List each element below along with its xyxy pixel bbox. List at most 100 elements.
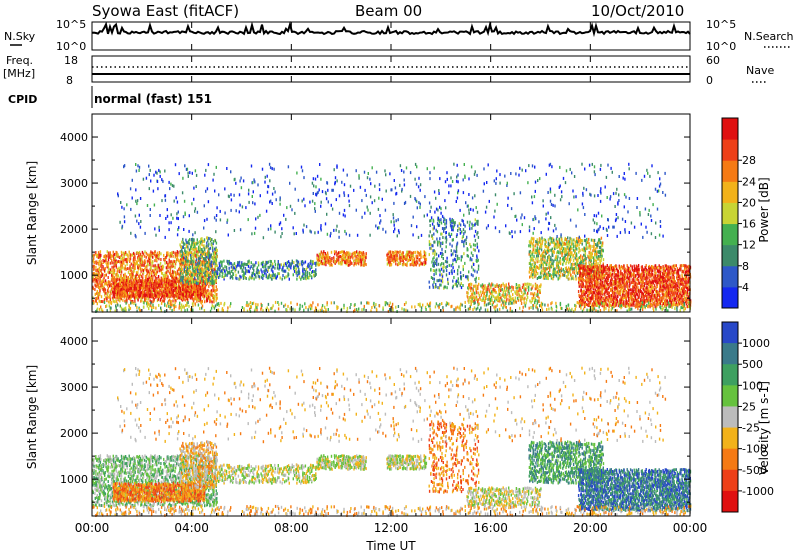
power-echo	[206, 289, 208, 293]
power-echo	[203, 276, 205, 280]
power-echo	[184, 285, 186, 289]
power-echo	[198, 240, 201, 244]
power-echo	[266, 276, 269, 280]
power-echo	[510, 295, 512, 299]
power-echo	[125, 283, 127, 287]
power-echo	[160, 296, 163, 300]
power-echo	[531, 258, 533, 262]
power-echo	[587, 274, 590, 278]
power-echo	[129, 287, 131, 290]
power-echo	[348, 263, 350, 267]
power-echo	[199, 246, 201, 250]
power-echo	[222, 267, 224, 271]
power-echo	[441, 255, 443, 259]
power-echo	[174, 273, 177, 276]
power-echo	[450, 225, 452, 229]
power-echo	[141, 268, 144, 272]
power-echo	[145, 277, 147, 280]
power-echo	[176, 269, 179, 273]
power-echo	[206, 267, 209, 271]
power-echo	[100, 275, 102, 278]
power-echo	[606, 264, 608, 267]
power-echo	[105, 273, 107, 277]
power-echo	[148, 284, 151, 288]
power-echo	[512, 299, 515, 303]
power-echo	[563, 241, 566, 245]
power-echo	[193, 251, 195, 255]
power-echo	[179, 251, 181, 255]
power-echo	[450, 264, 452, 268]
power-echo	[552, 249, 554, 253]
power-echo	[551, 251, 553, 255]
power-echo	[113, 264, 116, 268]
power-echo	[580, 300, 583, 304]
power-echo	[121, 293, 123, 297]
power-echo	[579, 249, 581, 253]
power-echo	[467, 287, 470, 291]
power-echo	[600, 298, 603, 302]
power-echo	[584, 254, 586, 258]
power-echo	[104, 279, 107, 283]
power-echo	[534, 265, 536, 269]
power-echo	[536, 254, 538, 258]
power-echo	[95, 297, 97, 300]
power-echo	[566, 268, 568, 272]
power-echo	[568, 253, 570, 257]
power-echo	[544, 248, 546, 252]
power-echo	[570, 245, 572, 249]
power-echo	[130, 266, 133, 270]
power-echo	[496, 295, 499, 299]
power-echo	[323, 259, 325, 263]
power-echo	[433, 260, 435, 264]
power-echo	[168, 265, 170, 269]
power-echo	[254, 263, 256, 267]
power-echo	[246, 263, 248, 266]
power-echo	[325, 253, 328, 257]
power-echo	[412, 259, 414, 263]
power-echo	[121, 253, 123, 257]
power-echo	[557, 245, 560, 249]
power-echo	[537, 292, 539, 296]
power-echo	[153, 264, 155, 268]
power-echo	[582, 282, 584, 286]
power-echo	[534, 261, 536, 265]
power-echo	[126, 295, 128, 299]
power-echo	[591, 256, 594, 259]
power-echo	[147, 296, 149, 300]
power-echo	[277, 272, 279, 276]
power-echo	[593, 267, 595, 271]
power-echo	[203, 244, 205, 248]
power-echo	[238, 260, 241, 264]
power-echo	[344, 257, 347, 261]
power-echo	[412, 251, 415, 255]
power-echo	[169, 293, 171, 297]
power-echo	[601, 272, 603, 276]
power-echo	[112, 253, 115, 257]
power-echo	[142, 293, 144, 297]
power-echo	[183, 297, 185, 301]
power-echo	[93, 267, 95, 271]
power-echo	[459, 228, 461, 231]
power-echo	[276, 266, 279, 270]
power-echo	[197, 295, 200, 299]
power-echo	[393, 254, 395, 258]
power-echo	[139, 257, 141, 261]
power-echo	[518, 284, 521, 287]
power-echo	[353, 251, 356, 255]
power-echo	[581, 294, 583, 298]
power-echo	[244, 271, 247, 275]
power-echo	[132, 273, 134, 277]
power-echo	[448, 271, 451, 275]
power-echo	[95, 251, 97, 254]
power-echo	[552, 275, 555, 279]
power-echo	[168, 283, 171, 287]
power-echo	[606, 295, 608, 299]
power-echo	[538, 249, 540, 253]
power-echo	[606, 272, 608, 275]
power-echo	[205, 299, 208, 303]
power-echo	[488, 282, 490, 286]
power-echo	[470, 245, 472, 249]
power-echo	[127, 278, 130, 282]
power-echo	[242, 263, 244, 267]
power-echo	[120, 284, 122, 288]
